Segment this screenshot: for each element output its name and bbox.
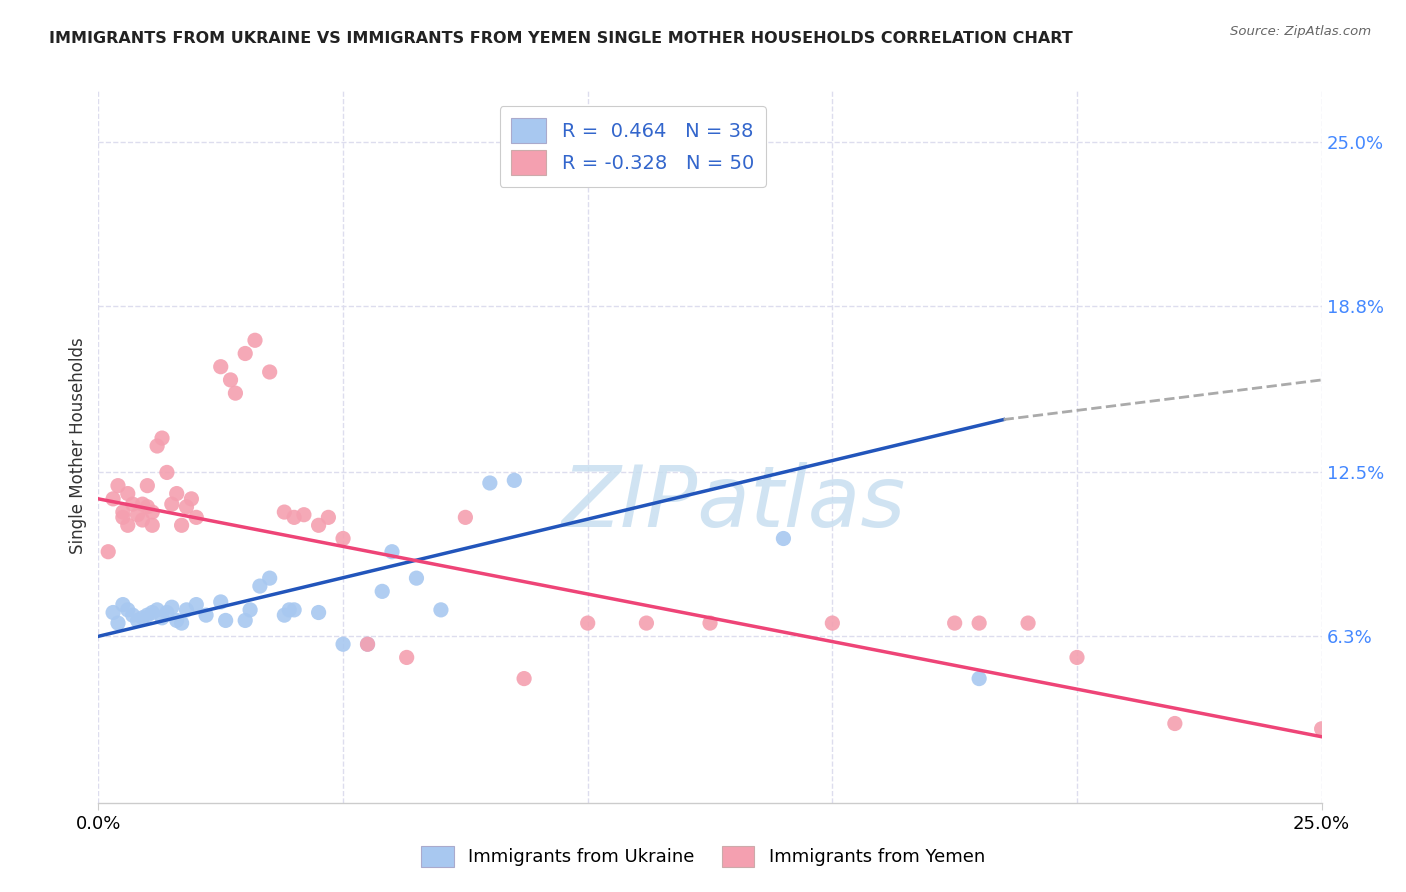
Point bbox=[131, 611, 153, 625]
Point bbox=[224, 386, 246, 401]
Point bbox=[821, 616, 844, 631]
Point bbox=[111, 510, 134, 524]
Point bbox=[1164, 716, 1187, 731]
Point bbox=[141, 518, 163, 533]
Point bbox=[127, 614, 149, 628]
Legend: R =  0.464   N = 38, R = -0.328   N = 50: R = 0.464 N = 38, R = -0.328 N = 50 bbox=[499, 106, 766, 187]
Point bbox=[117, 603, 139, 617]
Point bbox=[371, 584, 394, 599]
Point bbox=[1310, 722, 1333, 736]
Point bbox=[318, 510, 340, 524]
Point bbox=[576, 616, 599, 631]
Point bbox=[101, 606, 124, 620]
Point bbox=[150, 431, 173, 445]
Legend: Immigrants from Ukraine, Immigrants from Yemen: Immigrants from Ukraine, Immigrants from… bbox=[413, 838, 993, 874]
Point bbox=[136, 478, 159, 492]
Point bbox=[186, 510, 208, 524]
Y-axis label: Single Mother Households: Single Mother Households bbox=[69, 338, 87, 554]
Point bbox=[219, 373, 242, 387]
Point bbox=[292, 508, 315, 522]
Point bbox=[170, 616, 193, 631]
Point bbox=[141, 606, 163, 620]
Point bbox=[107, 616, 129, 631]
Point bbox=[209, 359, 232, 374]
Point bbox=[513, 672, 536, 686]
Point bbox=[273, 505, 295, 519]
Point bbox=[195, 608, 218, 623]
Point bbox=[356, 637, 378, 651]
Point bbox=[772, 532, 794, 546]
Point bbox=[150, 611, 173, 625]
Point bbox=[278, 603, 301, 617]
Point bbox=[259, 571, 281, 585]
Point bbox=[273, 608, 295, 623]
Text: Source: ZipAtlas.com: Source: ZipAtlas.com bbox=[1230, 25, 1371, 38]
Point bbox=[176, 500, 198, 514]
Point bbox=[243, 333, 266, 347]
Point bbox=[117, 518, 139, 533]
Point bbox=[636, 616, 658, 631]
Point bbox=[381, 545, 404, 559]
Point bbox=[332, 532, 354, 546]
Point bbox=[967, 616, 990, 631]
Text: ZIPatlas: ZIPatlas bbox=[562, 461, 907, 545]
Text: IMMIGRANTS FROM UKRAINE VS IMMIGRANTS FROM YEMEN SINGLE MOTHER HOUSEHOLDS CORREL: IMMIGRANTS FROM UKRAINE VS IMMIGRANTS FR… bbox=[49, 31, 1073, 46]
Point bbox=[111, 505, 134, 519]
Point bbox=[308, 518, 330, 533]
Point bbox=[1066, 650, 1088, 665]
Point bbox=[127, 508, 149, 522]
Point bbox=[239, 603, 262, 617]
Point bbox=[503, 474, 526, 488]
Point bbox=[146, 439, 169, 453]
Point bbox=[117, 486, 139, 500]
Point bbox=[943, 616, 966, 631]
Point bbox=[121, 497, 143, 511]
Point bbox=[233, 346, 256, 360]
Point bbox=[146, 603, 169, 617]
Point bbox=[131, 513, 153, 527]
Point bbox=[967, 672, 990, 686]
Point bbox=[214, 614, 236, 628]
Point bbox=[156, 466, 179, 480]
Point bbox=[107, 478, 129, 492]
Point bbox=[283, 510, 305, 524]
Point bbox=[176, 603, 198, 617]
Point bbox=[405, 571, 427, 585]
Point bbox=[395, 650, 418, 665]
Point bbox=[166, 614, 188, 628]
Point bbox=[308, 606, 330, 620]
Point bbox=[186, 598, 208, 612]
Point bbox=[1017, 616, 1039, 631]
Point bbox=[136, 608, 159, 623]
Point bbox=[97, 545, 120, 559]
Point bbox=[699, 616, 721, 631]
Point bbox=[156, 606, 179, 620]
Point bbox=[249, 579, 271, 593]
Point bbox=[141, 505, 163, 519]
Point bbox=[356, 637, 378, 651]
Point bbox=[209, 595, 232, 609]
Point bbox=[478, 475, 501, 490]
Point bbox=[131, 497, 153, 511]
Point bbox=[160, 600, 183, 615]
Point bbox=[101, 491, 124, 506]
Point bbox=[170, 518, 193, 533]
Point bbox=[166, 486, 188, 500]
Point bbox=[332, 637, 354, 651]
Point bbox=[111, 598, 134, 612]
Point bbox=[259, 365, 281, 379]
Point bbox=[283, 603, 305, 617]
Point bbox=[430, 603, 453, 617]
Point bbox=[454, 510, 477, 524]
Point bbox=[136, 500, 159, 514]
Point bbox=[121, 608, 143, 623]
Point bbox=[180, 491, 202, 506]
Point bbox=[160, 497, 183, 511]
Point bbox=[233, 614, 256, 628]
